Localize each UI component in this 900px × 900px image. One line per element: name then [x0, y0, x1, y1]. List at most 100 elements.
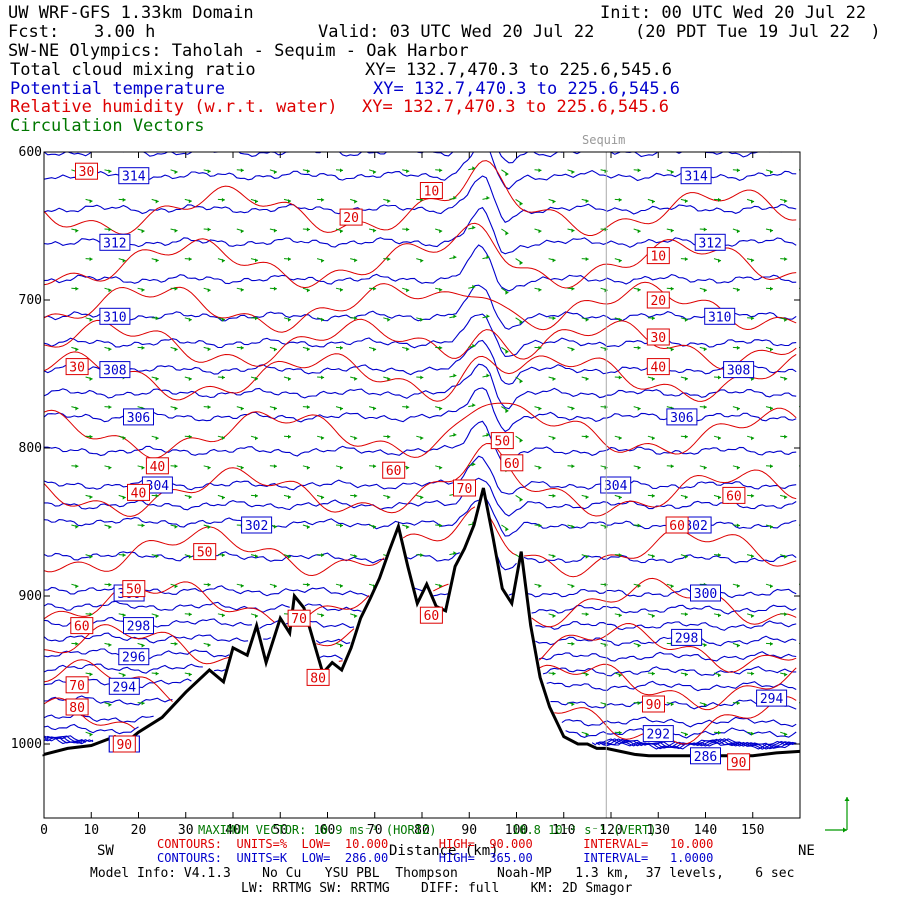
rh-label-8: 40 — [150, 460, 166, 475]
vector-head-43 — [751, 199, 755, 204]
vector-head-258 — [255, 493, 258, 498]
x-tick-label-50: 50 — [272, 823, 288, 838]
vector-head-363 — [340, 643, 343, 648]
vector-head-115 — [89, 317, 93, 322]
theta-label2-310-box — [704, 307, 736, 325]
vector-head-82 — [519, 261, 523, 266]
rh-line-0 — [44, 160, 797, 236]
vector-head-172 — [453, 373, 457, 378]
rh-label-5-box — [646, 328, 670, 346]
vector-head-171 — [420, 375, 424, 380]
vector-head-337 — [736, 584, 740, 588]
vector-head-259 — [288, 495, 291, 500]
vector-head-95 — [174, 286, 178, 291]
rh-label-3: 10 — [650, 250, 666, 265]
vector-head-163 — [155, 376, 159, 381]
vector-head-384 — [817, 673, 820, 677]
sw-label: SW — [97, 843, 114, 859]
rh-label-20-box — [419, 606, 443, 624]
vector-head-44 — [784, 199, 788, 204]
vector-head-220 — [519, 438, 523, 443]
vector-head-331 — [538, 584, 542, 588]
vector-head-26 — [188, 199, 192, 204]
valid-time: Valid: 03 UTC Wed 20 Jul 22 — [318, 22, 595, 42]
rh-label-17: 50 — [126, 583, 142, 598]
vector-head-271 — [718, 495, 721, 500]
rh-label-4-box — [646, 291, 670, 309]
sequim-label: Sequim — [582, 133, 626, 147]
rh-label-25-box — [112, 735, 136, 753]
vector-head-354 — [718, 613, 721, 618]
vector-head-28 — [255, 199, 258, 204]
rh-label-15-box — [665, 516, 689, 534]
theta-label2-300-box — [690, 584, 721, 602]
vector-head-247 — [637, 465, 641, 470]
rh-line-11 — [44, 696, 797, 745]
vector-head-228 — [784, 434, 788, 439]
theta-label2-292-box — [642, 725, 674, 743]
vector-404 — [813, 732, 820, 733]
vector-183 — [813, 377, 820, 378]
vector-head-83 — [552, 258, 556, 263]
vector-head-138 — [75, 347, 79, 352]
vector-head-1 — [108, 169, 112, 174]
rh-label-19: 70 — [291, 612, 307, 627]
vector-head-184 — [75, 406, 79, 411]
rh-line-4 — [44, 351, 797, 402]
vector-head-70 — [122, 258, 126, 263]
vector-head-261 — [354, 493, 358, 498]
vector-head-282 — [306, 525, 310, 530]
vector-head-14 — [538, 168, 542, 173]
field-cloud-coords: XY= 132.7,470.3 to 225.6,545.6 — [365, 60, 673, 80]
vector-head-195 — [439, 406, 443, 411]
vector-head-177 — [618, 375, 622, 380]
terrain — [42, 487, 801, 818]
vector-head-189 — [240, 406, 244, 411]
rh-line-1 — [44, 222, 797, 289]
vector-head-27 — [221, 197, 225, 202]
vector-head-53 — [306, 227, 310, 232]
rh-line-8 — [44, 577, 797, 628]
vector-head-308 — [420, 553, 424, 558]
vector-head-205 — [770, 406, 773, 411]
vector-head-104 — [472, 284, 476, 289]
ne-label: NE — [798, 843, 815, 859]
vector-head-326 — [273, 584, 277, 589]
vector-head-290 — [571, 524, 575, 529]
vector-head-179 — [684, 376, 688, 381]
model-info: Model Info: V4.1.3 No Cu YSU PBL Thompso… — [90, 866, 795, 881]
vector-head-36 — [519, 201, 523, 206]
vector-head-32 — [387, 199, 391, 204]
vector-head-232 — [141, 465, 145, 470]
title: UW WRF-GFS 1.33km Domain — [8, 3, 254, 23]
theta-line-300 — [44, 584, 797, 599]
vector-head-141 — [174, 347, 178, 352]
vector-head-347 — [321, 613, 325, 618]
vector-head-79 — [420, 258, 424, 263]
vector-head-40 — [651, 199, 655, 204]
theta-line-293 — [44, 695, 797, 710]
ref-vector-horiz-head — [843, 827, 847, 833]
theta-label-298-box — [123, 617, 154, 635]
vector-head-188 — [207, 405, 211, 410]
rh-label-11-box — [382, 461, 406, 479]
vector-head-123 — [354, 316, 358, 321]
vector-head-51 — [240, 229, 244, 234]
vector-head-15 — [571, 170, 575, 175]
vector-head-106 — [538, 287, 542, 292]
vector-head-13 — [505, 172, 509, 177]
vector-head-245 — [571, 464, 575, 469]
vector-head-84 — [585, 257, 589, 262]
theta-label2-300: 300 — [694, 587, 717, 602]
vector-head-285 — [406, 525, 410, 530]
rh-label-6: 40 — [650, 361, 666, 376]
vector-head-240 — [406, 465, 410, 470]
vector-head-131 — [618, 317, 622, 322]
theta-label2-312-box — [694, 233, 726, 251]
vector-319 — [813, 555, 820, 556]
field-cloud-label: Total cloud mixing ratio — [10, 60, 256, 80]
field-rh-label: Relative humidity (w.r.t. water) — [10, 97, 338, 117]
vector-head-9 — [373, 170, 377, 175]
vector-head-315 — [684, 554, 688, 559]
vector-head-237 — [306, 465, 310, 470]
